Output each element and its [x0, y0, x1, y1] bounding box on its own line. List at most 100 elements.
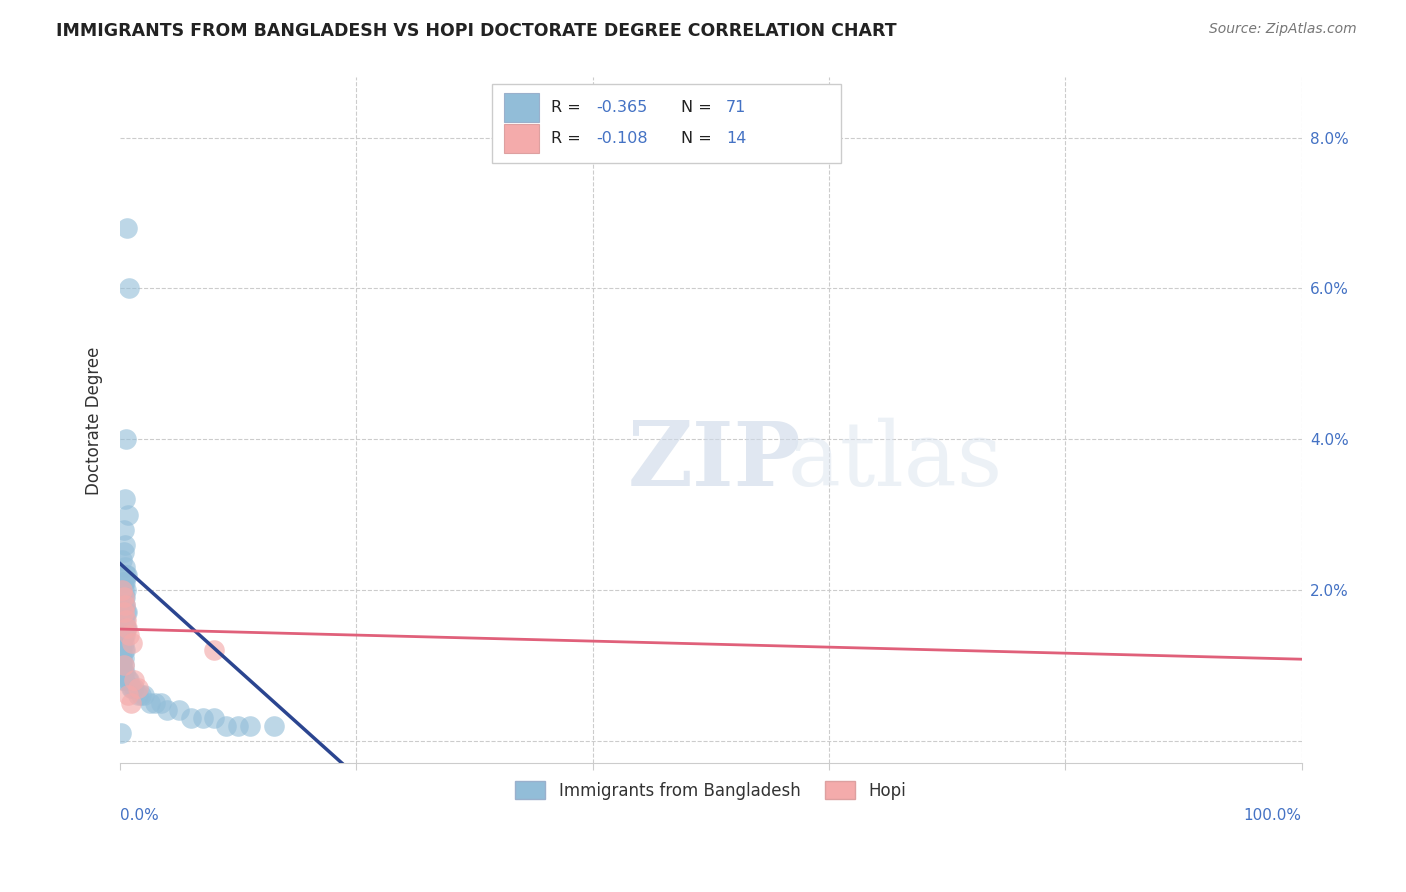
Legend: Immigrants from Bangladesh, Hopi: Immigrants from Bangladesh, Hopi — [509, 775, 912, 806]
Text: 100.0%: 100.0% — [1244, 808, 1302, 823]
Point — [112, 613, 135, 627]
Point — [112, 635, 135, 649]
Point — [114, 643, 136, 657]
Point — [132, 689, 155, 703]
Point — [112, 523, 135, 537]
Text: -0.108: -0.108 — [596, 131, 648, 146]
Text: ZIP: ZIP — [628, 418, 801, 505]
Point — [114, 665, 136, 680]
Point — [115, 567, 138, 582]
Point — [121, 635, 143, 649]
Point — [114, 492, 136, 507]
Point — [111, 621, 134, 635]
Text: -0.365: -0.365 — [596, 100, 647, 115]
Point — [111, 665, 134, 680]
Point — [115, 582, 138, 597]
Point — [239, 718, 262, 732]
Point — [180, 711, 202, 725]
Point — [117, 508, 139, 522]
Point — [150, 696, 173, 710]
Point — [191, 711, 214, 725]
Point — [111, 635, 134, 649]
Text: 14: 14 — [725, 131, 747, 146]
Point — [145, 696, 167, 710]
Point — [111, 613, 134, 627]
Point — [115, 621, 138, 635]
Y-axis label: Doctorate Degree: Doctorate Degree — [86, 346, 103, 494]
Point — [112, 643, 135, 657]
Point — [114, 560, 136, 574]
Point — [112, 658, 135, 673]
Point — [115, 621, 138, 635]
Text: R =: R = — [551, 100, 586, 115]
Text: 71: 71 — [725, 100, 747, 115]
Point — [112, 606, 135, 620]
Point — [111, 673, 134, 688]
Point — [112, 591, 135, 605]
Point — [122, 681, 145, 695]
Text: Source: ZipAtlas.com: Source: ZipAtlas.com — [1209, 22, 1357, 37]
Point — [115, 221, 138, 235]
Point — [111, 650, 134, 665]
Bar — [503, 124, 540, 153]
Point — [111, 598, 134, 612]
Point — [118, 673, 141, 688]
Point — [156, 703, 179, 717]
Point — [114, 613, 136, 627]
Point — [115, 613, 138, 627]
Point — [138, 696, 160, 710]
FancyBboxPatch shape — [492, 85, 841, 163]
Point — [115, 621, 138, 635]
Point — [112, 658, 135, 673]
Point — [112, 673, 135, 688]
Text: IMMIGRANTS FROM BANGLADESH VS HOPI DOCTORATE DEGREE CORRELATION CHART: IMMIGRANTS FROM BANGLADESH VS HOPI DOCTO… — [56, 22, 897, 40]
Point — [110, 650, 132, 665]
Point — [127, 681, 149, 695]
Point — [112, 650, 135, 665]
Point — [112, 665, 135, 680]
Text: 0.0%: 0.0% — [120, 808, 159, 823]
Point — [117, 689, 139, 703]
Bar — [503, 93, 540, 122]
Point — [114, 598, 136, 612]
Point — [120, 681, 142, 695]
Point — [118, 628, 141, 642]
Point — [129, 689, 152, 703]
Point — [167, 703, 190, 717]
Point — [112, 598, 135, 612]
Point — [114, 628, 136, 642]
Point — [111, 582, 134, 597]
Point — [122, 673, 145, 688]
Point — [120, 696, 142, 710]
Point — [111, 552, 134, 566]
Point — [115, 606, 138, 620]
Point — [114, 538, 136, 552]
Point — [112, 582, 135, 597]
Point — [127, 689, 149, 703]
Point — [204, 711, 226, 725]
Point — [112, 575, 135, 590]
Point — [112, 591, 135, 605]
Point — [115, 432, 138, 446]
Point — [110, 635, 132, 649]
Point — [111, 643, 134, 657]
Text: R =: R = — [551, 131, 586, 146]
Point — [112, 545, 135, 559]
Point — [112, 621, 135, 635]
Point — [121, 681, 143, 695]
Point — [215, 718, 238, 732]
Point — [110, 658, 132, 673]
Point — [263, 718, 285, 732]
Point — [226, 718, 249, 732]
Point — [114, 591, 136, 605]
Point — [118, 281, 141, 295]
Point — [111, 658, 134, 673]
Point — [115, 567, 138, 582]
Text: atlas: atlas — [787, 417, 1002, 505]
Point — [110, 726, 132, 740]
Point — [204, 643, 226, 657]
Text: N =: N = — [682, 131, 717, 146]
Point — [114, 575, 136, 590]
Text: N =: N = — [682, 100, 717, 115]
Point — [117, 673, 139, 688]
